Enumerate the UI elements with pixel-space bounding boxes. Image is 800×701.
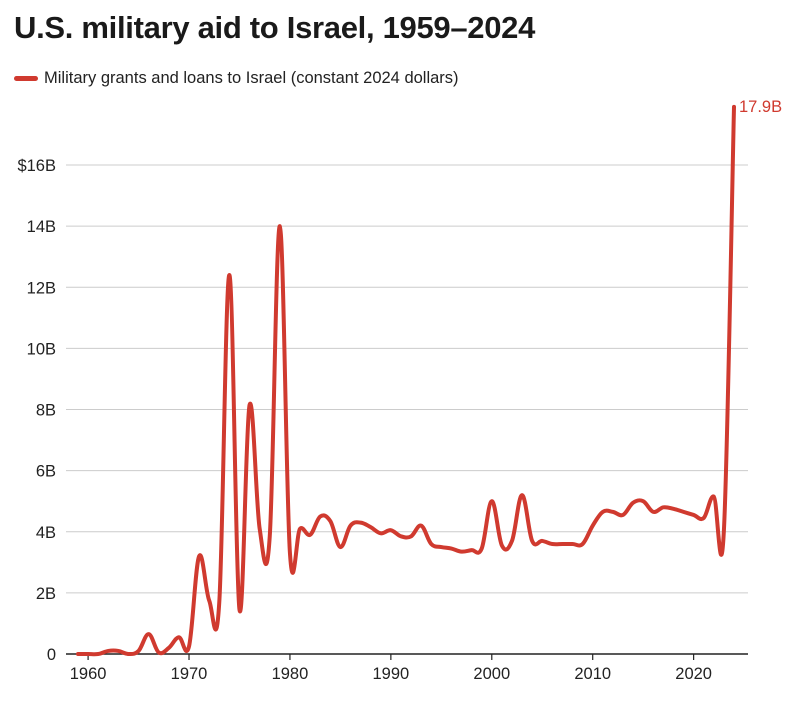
x-tick-label: 2020	[675, 665, 712, 683]
x-tick-label: 2010	[574, 665, 611, 683]
series	[76, 104, 736, 657]
y-tick-label: 10B	[27, 340, 56, 358]
x-tick-label: 1990	[373, 665, 410, 683]
series-line-0	[76, 104, 736, 657]
annotations: 17.9B	[739, 98, 782, 116]
legend-label: Military grants and loans to Israel (con…	[44, 69, 459, 87]
x-tick-label: 2000	[473, 665, 510, 683]
y-tick-label: 6B	[36, 463, 56, 481]
end-value-label: 17.9B	[739, 98, 782, 116]
legend: Military grants and loans to Israel (con…	[14, 69, 459, 88]
y-tick-label: 12B	[27, 279, 56, 297]
y-tick-label: 14B	[27, 218, 56, 236]
x-tick-label: 1970	[171, 665, 208, 683]
y-tick-label: 8B	[36, 402, 56, 420]
y-tick-label: $16B	[17, 157, 56, 175]
y-tick-label: 4B	[36, 524, 56, 542]
y-tick-label: 2B	[36, 585, 56, 603]
y-tick-label: 0	[47, 646, 56, 664]
legend-swatch	[14, 76, 38, 81]
x-tick-label: 1960	[70, 665, 107, 683]
x-tick-label: 1980	[272, 665, 309, 683]
x-axis: 1960 1970 1980 1990 2000 2010 2020	[66, 653, 748, 683]
gridlines	[66, 164, 748, 594]
y-axis-tick-labels: 0 2B 4B 6B 8B 10B 12B 14B $16B	[17, 157, 56, 664]
chart-title: U.S. military aid to Israel, 1959–2024	[14, 10, 536, 45]
